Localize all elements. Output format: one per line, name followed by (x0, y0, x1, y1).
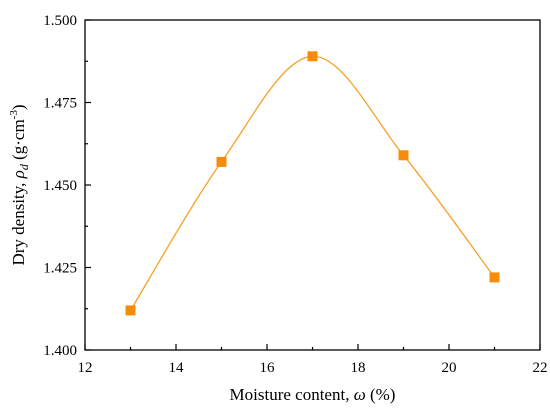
y-axis-title-subscript: d (17, 163, 31, 170)
data-point-13 (125, 305, 136, 316)
series-curve (129, 55, 496, 311)
y-axis-title-unit: (g·cm (9, 119, 28, 164)
series-markers (125, 51, 500, 316)
y-axis-title-close: ) (9, 104, 28, 110)
plot-frame (84, 19, 541, 351)
tick-labels: 12 14 16 18 20 22 1.400 1.425 1.450 1.475 1.500 (43, 13, 547, 376)
x-axis-title-text: Moisture content, (230, 385, 354, 404)
x-tick-label-20: 20 (442, 360, 457, 376)
x-axis-title-symbol: ω (354, 385, 366, 404)
y-tick-label-1.400: 1.400 (43, 343, 77, 359)
y-tick-label-1.475: 1.475 (43, 96, 77, 112)
y-tick-label-1.425: 1.425 (43, 261, 77, 277)
x-tick-label-22: 22 (533, 360, 548, 376)
y-axis-title-symbol: ρ (9, 170, 28, 179)
y-axis-title-superscript: -3 (8, 110, 20, 120)
x-tick-label-14: 14 (169, 360, 185, 376)
x-axis-title: Moisture content, ω (%) (230, 385, 396, 404)
y-tick-label-1.450: 1.450 (43, 178, 77, 194)
x-tick-label-18: 18 (351, 360, 366, 376)
data-point-19 (398, 150, 409, 161)
axis-ticks (84, 19, 541, 351)
data-point-17 (307, 51, 318, 62)
y-axis-title: Dry density, ρd (g·cm-3) (8, 104, 31, 265)
y-tick-label-1.500: 1.500 (43, 13, 77, 29)
x-tick-label-12: 12 (78, 360, 93, 376)
x-axis-title-unit: (%) (366, 385, 396, 404)
y-axis-title-text: Dry density, (9, 178, 28, 265)
x-tick-label-16: 16 (260, 360, 276, 376)
data-point-15 (216, 156, 227, 167)
data-point-21 (489, 272, 500, 283)
